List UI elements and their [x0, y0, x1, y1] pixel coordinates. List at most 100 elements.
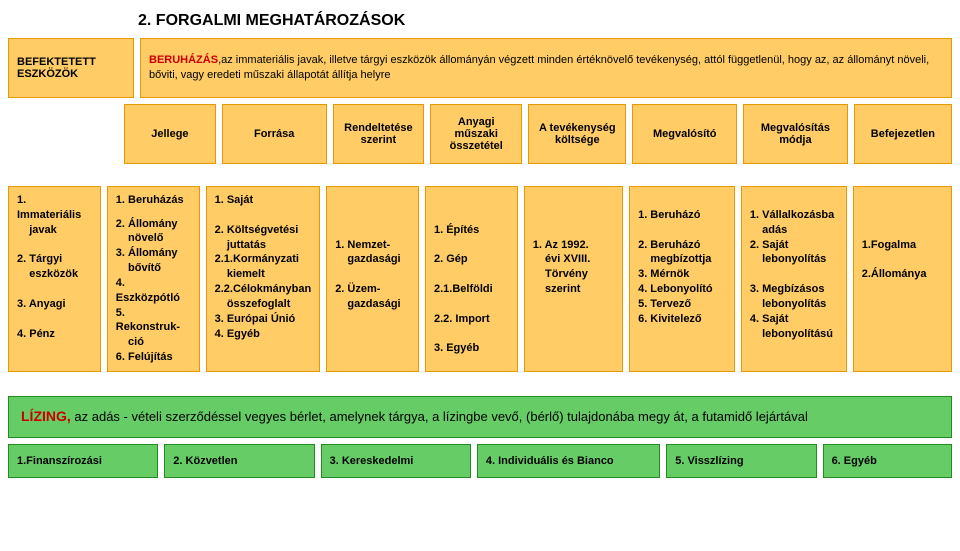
list-item: összefoglalt — [215, 297, 312, 312]
list-item: 3. Állomány — [116, 246, 191, 261]
list-item — [533, 223, 614, 238]
list-item: szerint — [533, 282, 614, 297]
list-item: 1. Vállalkozásba — [750, 208, 838, 223]
list-item: lebonyolítású — [750, 327, 838, 342]
content-col-7: 1. Vállalkozásba adás2. Saját lebonyolít… — [741, 186, 847, 372]
list-item — [335, 267, 410, 282]
header-5: A tevékenység költsége — [528, 104, 626, 164]
box-lizing: LÍZING, az adás - vételi szerződéssel ve… — [8, 396, 952, 438]
list-item: évi XVIII. — [533, 252, 614, 267]
list-item: növelő — [116, 231, 191, 246]
list-item: javak — [17, 223, 92, 238]
list-item — [335, 223, 410, 238]
list-item: 1.Fogalma — [862, 238, 943, 253]
list-item: gazdasági — [335, 297, 410, 312]
label: ESZKÖZÖK — [17, 68, 125, 80]
top-row: BEFEKTETETT ESZKÖZÖK BERUHÁZÁS,az immate… — [8, 38, 952, 98]
header-2: Forrása — [222, 104, 327, 164]
list-item — [434, 193, 509, 208]
def-rest: ,az immateriális javak, illetve tárgyi e… — [149, 54, 929, 81]
list-item: 2.2.Célokmányban — [215, 282, 312, 297]
list-item — [862, 193, 943, 208]
content-col-2: 1. Saját 2. Költségvetési juttatás2.1.Ko… — [206, 186, 321, 372]
header-1: Jellege — [124, 104, 216, 164]
headers-row: JellegeForrásaRendeltetése szerintAnyagi… — [8, 104, 952, 164]
list-item: kiemelt — [215, 267, 312, 282]
definition-text: BERUHÁZÁS,az immateriális javak, illetve… — [149, 53, 943, 83]
list-item: 2.1.Kormányzati — [215, 252, 312, 267]
list-item: 4. Pénz — [17, 327, 92, 342]
content-col-8: 1.Fogalma 2.Állománya — [853, 186, 952, 372]
list-item: megbízottja — [638, 252, 726, 267]
box-definition: BERUHÁZÁS,az immateriális javak, illetve… — [140, 38, 952, 98]
header-8: Befejezetlen — [854, 104, 952, 164]
list-item — [17, 312, 92, 327]
list-item: 4. Lebonyolító — [638, 282, 726, 297]
list-item — [638, 223, 726, 238]
header-3: Rendeltetése szerint — [333, 104, 425, 164]
list-item: bővítő — [116, 261, 191, 276]
list-item: 4. Egyéb — [215, 327, 312, 342]
list-item: 1. Nemzet- — [335, 238, 410, 253]
list-item — [116, 208, 191, 217]
box-befektetett: BEFEKTETETT ESZKÖZÖK — [8, 38, 134, 98]
label: BEFEKTETETT — [17, 56, 125, 68]
list-item: 2. Költségvetési — [215, 223, 312, 238]
list-item — [750, 193, 838, 208]
list-item: lebonyolítás — [750, 252, 838, 267]
list-item: 5. Tervező — [638, 297, 726, 312]
list-item: 2. Gép — [434, 252, 509, 267]
list-item: 4. Saját — [750, 312, 838, 327]
list-item: lebonyolítás — [750, 297, 838, 312]
list-item — [533, 193, 614, 208]
list-item: 1. Építés — [434, 223, 509, 238]
footer-row: 1.Finanszírozási2. Közvetlen3. Kereskede… — [8, 444, 952, 478]
lizing-term: LÍZING, — [21, 408, 71, 424]
content-col-5: 1. Az 1992. évi XVIII. Törvény szerint — [524, 186, 623, 372]
content-col-3: 1. Nemzet- gazdasági 2. Üzem- gazdasági — [326, 186, 419, 372]
list-item — [434, 327, 509, 342]
footer-cell-0: 1.Finanszírozási — [8, 444, 158, 478]
list-item: 2. Tárgyi — [17, 252, 92, 267]
term: BERUHÁZÁS — [149, 54, 218, 66]
list-item — [638, 193, 726, 208]
list-item: Törvény — [533, 267, 614, 282]
content-row: 1. Immateriális javak 2. Tárgyi eszközök… — [8, 186, 952, 372]
list-item: juttatás — [215, 238, 312, 253]
list-item: 2.Állománya — [862, 267, 943, 282]
list-item — [434, 267, 509, 282]
list-item — [17, 238, 92, 253]
list-item: eszközök — [17, 267, 92, 282]
list-item: 2. Üzem- — [335, 282, 410, 297]
list-item — [862, 252, 943, 267]
list-item: 3. Egyéb — [434, 341, 509, 356]
list-item: 1. Beruházó — [638, 208, 726, 223]
content-col-0: 1. Immateriális javak 2. Tárgyi eszközök… — [8, 186, 101, 372]
header-6: Megvalósító — [632, 104, 737, 164]
footer-cell-5: 6. Egyéb — [823, 444, 952, 478]
header-7: Megvalósítás módja — [743, 104, 848, 164]
list-item: 5. Rekonstruk- — [116, 306, 191, 336]
list-item: 2.1.Belföldi — [434, 282, 509, 297]
list-item — [434, 238, 509, 253]
list-item: 1. Immateriális — [17, 193, 92, 223]
footer-cell-2: 3. Kereskedelmi — [321, 444, 471, 478]
content-col-4: 1. Építés 2. Gép 2.1.Belföldi 2.2. Impor… — [425, 186, 518, 372]
list-item — [17, 282, 92, 297]
list-item — [862, 223, 943, 238]
lizing-text: LÍZING, az adás - vételi szerződéssel ve… — [21, 407, 939, 427]
list-item — [750, 267, 838, 282]
list-item: 3. Megbízásos — [750, 282, 838, 297]
list-item — [862, 208, 943, 223]
list-item — [533, 208, 614, 223]
header-4: Anyagi műszaki összetétel — [430, 104, 522, 164]
list-item: gazdasági — [335, 252, 410, 267]
list-item: 1. Beruházás — [116, 193, 191, 208]
list-item — [215, 208, 312, 223]
list-item: 2. Saját — [750, 238, 838, 253]
list-item: 3. Mérnök — [638, 267, 726, 282]
list-item: 3. Európai Únió — [215, 312, 312, 327]
list-item: 1. Az 1992. — [533, 238, 614, 253]
list-item — [335, 208, 410, 223]
page-title: 2. FORGALMI MEGHATÁROZÁSOK — [138, 12, 952, 30]
